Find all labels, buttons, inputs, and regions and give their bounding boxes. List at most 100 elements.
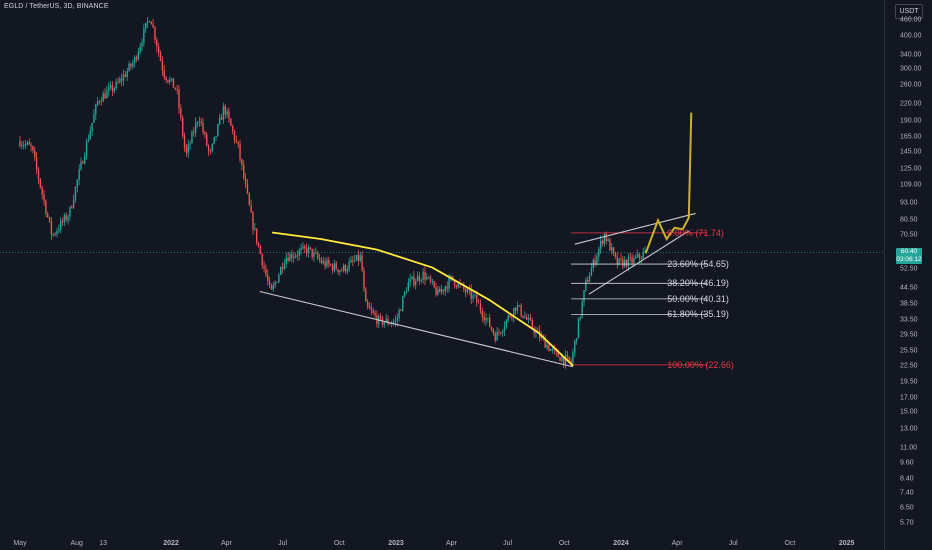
y-tick-label: 13.00: [900, 425, 918, 433]
candle-body: [498, 331, 500, 333]
candle-body: [152, 24, 154, 28]
candle-body: [631, 257, 633, 264]
candle-body: [113, 88, 115, 92]
fib-level-label: 61.80% (35.19): [667, 309, 729, 320]
candle-body: [311, 248, 313, 257]
candle-body: [204, 131, 206, 135]
candle-body: [344, 265, 347, 272]
candle-body: [35, 157, 38, 169]
candle-body: [398, 310, 400, 319]
candle-body: [287, 257, 289, 262]
candle-body: [466, 289, 469, 293]
candle-body: [194, 122, 197, 133]
candle-body: [69, 207, 71, 217]
candle-body: [280, 267, 282, 275]
candle-body: [415, 281, 417, 285]
candle-body: [570, 360, 572, 364]
projection-path: [644, 112, 693, 254]
drawings-layer: [0, 112, 884, 368]
candle-body: [379, 316, 382, 318]
candle-body: [257, 242, 260, 246]
candle-body: [26, 142, 29, 145]
candle-body: [224, 106, 226, 115]
candle-body: [67, 216, 69, 220]
candle-body: [267, 275, 269, 282]
candle-body: [47, 213, 49, 218]
y-tick-label: 9.60: [900, 459, 914, 467]
y-tick-label: 109.00: [900, 181, 922, 189]
candle-body: [292, 256, 295, 259]
y-tick-label: 15.00: [900, 408, 918, 416]
x-tick-label: 2023: [388, 540, 404, 547]
candle-body: [335, 263, 337, 270]
price-axis[interactable]: [884, 0, 932, 550]
candle-body: [156, 39, 158, 47]
candle-body: [516, 305, 519, 311]
x-tick-label: Jul: [728, 540, 738, 547]
y-tick-label: 125.00: [900, 165, 922, 173]
candle-body: [490, 326, 493, 330]
candle-body: [174, 87, 177, 90]
candle-body: [562, 357, 565, 365]
x-tick-label: 2024: [613, 540, 629, 547]
candle-body: [439, 289, 441, 293]
candle-body: [487, 317, 489, 319]
candle-body: [353, 260, 356, 262]
candle-body: [374, 312, 376, 316]
bar-countdown: 03:06:12: [896, 256, 922, 263]
currency-unit-button[interactable]: USDT: [895, 4, 923, 19]
x-tick-label: Oct: [558, 540, 570, 547]
candle-body: [198, 121, 201, 123]
candle-body: [241, 159, 243, 165]
candle-body: [83, 156, 86, 164]
x-tick-label: Apr: [446, 540, 457, 547]
candle-body: [598, 248, 600, 257]
candle-body: [485, 318, 487, 321]
candle-body: [566, 355, 569, 357]
candle-body: [137, 52, 140, 60]
candle-body: [217, 124, 219, 136]
candle-body: [635, 257, 637, 259]
candle-body: [640, 258, 643, 259]
candle-body: [218, 117, 221, 125]
candle-body: [605, 233, 607, 242]
candle-body: [527, 317, 530, 320]
candle-body: [551, 348, 554, 350]
candle-body: [259, 245, 262, 254]
candle-body: [19, 140, 21, 147]
candle-body: [169, 79, 171, 82]
candle-body: [72, 200, 75, 208]
last-price-value: 60.40: [900, 248, 918, 255]
candle-body: [87, 139, 90, 142]
candle-body: [494, 333, 496, 341]
candle-body: [108, 87, 110, 91]
candle-body: [58, 229, 60, 232]
candle-body: [104, 93, 106, 99]
candle-body: [437, 289, 439, 295]
candle-body: [403, 292, 406, 297]
x-tick-label: Jul: [503, 540, 513, 547]
candle-body: [633, 258, 635, 264]
candle-body: [96, 101, 99, 105]
x-tick-label: Oct: [784, 540, 796, 547]
candle-body: [48, 217, 51, 221]
candle-body: [304, 246, 306, 249]
candle-body: [317, 253, 319, 258]
candle-body: [32, 146, 34, 151]
y-tick-label: 38.50: [900, 300, 918, 308]
candle-body: [300, 248, 302, 251]
candle-body: [237, 141, 239, 145]
candle-body: [331, 265, 334, 271]
x-tick-label: Aug: [70, 540, 83, 547]
candle-body: [93, 114, 95, 123]
candle-body: [239, 144, 241, 160]
candle-body: [503, 326, 506, 332]
candle-body: [80, 161, 82, 170]
candle-body: [368, 306, 371, 309]
candle-body: [433, 281, 435, 288]
candle-body: [322, 261, 324, 263]
candle-body: [442, 289, 445, 291]
y-tick-label: 93.00: [900, 199, 918, 207]
candle-body: [226, 111, 228, 115]
